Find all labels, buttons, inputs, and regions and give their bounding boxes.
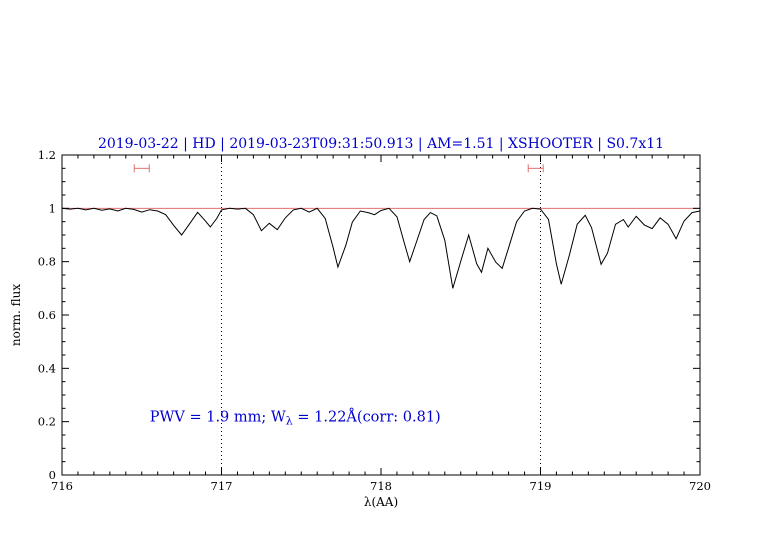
y-tick-label: 1.2 bbox=[38, 148, 56, 162]
y-tick-label: 0.2 bbox=[38, 415, 56, 429]
y-tick-label: 0.8 bbox=[38, 255, 56, 269]
y-tick-label: 0.4 bbox=[38, 361, 56, 375]
pwv-annotation: PWV = 1.9 mm; Wλ = 1.22Å(corr: 0.81) bbox=[150, 408, 441, 428]
x-axis-label: λ(AA) bbox=[364, 495, 398, 509]
plot-dynamic-layer: 716 717 718 719 720 0 0.2 0.4 0.6 0.8 1 1.2 PWV = 1.… bbox=[38, 148, 711, 493]
y-tick-label: 1 bbox=[49, 201, 56, 215]
axes-box bbox=[61, 154, 701, 476]
y-axis-label: norm. flux bbox=[9, 284, 23, 346]
x-tick-label: 717 bbox=[211, 479, 233, 493]
plot-title: 2019-03-22 | HD | 2019-03-23T09:31:50.91… bbox=[98, 136, 664, 152]
spectrum-line bbox=[61, 207, 701, 289]
x-tick-label: 719 bbox=[530, 479, 552, 493]
x-tick-label: 716 bbox=[51, 479, 73, 493]
x-tick-label: 720 bbox=[689, 479, 711, 493]
y-tick-label: 0 bbox=[49, 468, 56, 482]
y-tick-label: 0.6 bbox=[38, 308, 56, 322]
x-tick-label: 718 bbox=[370, 479, 392, 493]
